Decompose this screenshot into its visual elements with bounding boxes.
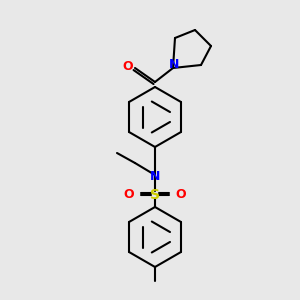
- Text: O: O: [123, 59, 133, 73]
- Text: N: N: [150, 169, 160, 182]
- Text: O: O: [124, 188, 134, 202]
- Text: O: O: [176, 188, 186, 202]
- Text: N: N: [169, 58, 179, 71]
- Text: S: S: [150, 188, 160, 202]
